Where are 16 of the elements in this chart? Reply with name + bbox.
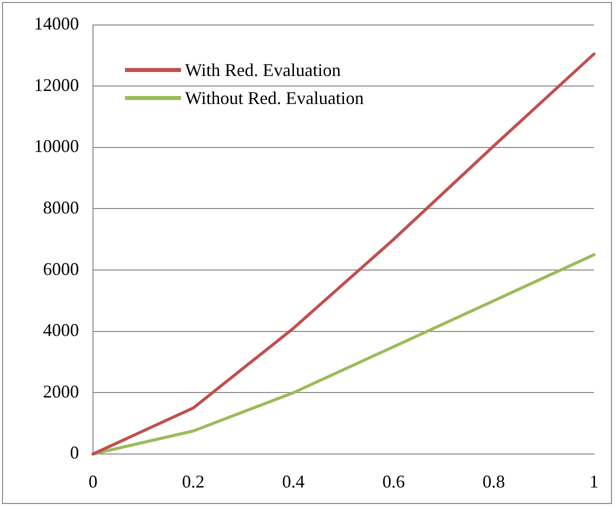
y-tick-label: 12000 bbox=[34, 74, 79, 95]
x-tick-label: 0.2 bbox=[182, 472, 204, 492]
y-tick-label: 2000 bbox=[43, 381, 79, 402]
x-tick-label: 0.6 bbox=[382, 472, 405, 492]
y-tick-label: 14000 bbox=[34, 14, 79, 34]
legend-label: Without Red. Evaluation bbox=[185, 88, 364, 108]
y-tick-label: 8000 bbox=[43, 197, 79, 218]
y-tick-label: 6000 bbox=[43, 258, 79, 279]
x-tick-label: 0.8 bbox=[482, 472, 506, 492]
legend-label: With Red. Evaluation bbox=[185, 60, 341, 80]
x-tick-label: 0 bbox=[88, 472, 98, 492]
y-tick-label: 0 bbox=[70, 442, 79, 463]
x-tick-label: 0.4 bbox=[282, 472, 305, 492]
y-tick-label: 10000 bbox=[34, 136, 79, 156]
y-tick-label: 4000 bbox=[43, 320, 79, 340]
x-tick-label: 1 bbox=[590, 472, 598, 492]
